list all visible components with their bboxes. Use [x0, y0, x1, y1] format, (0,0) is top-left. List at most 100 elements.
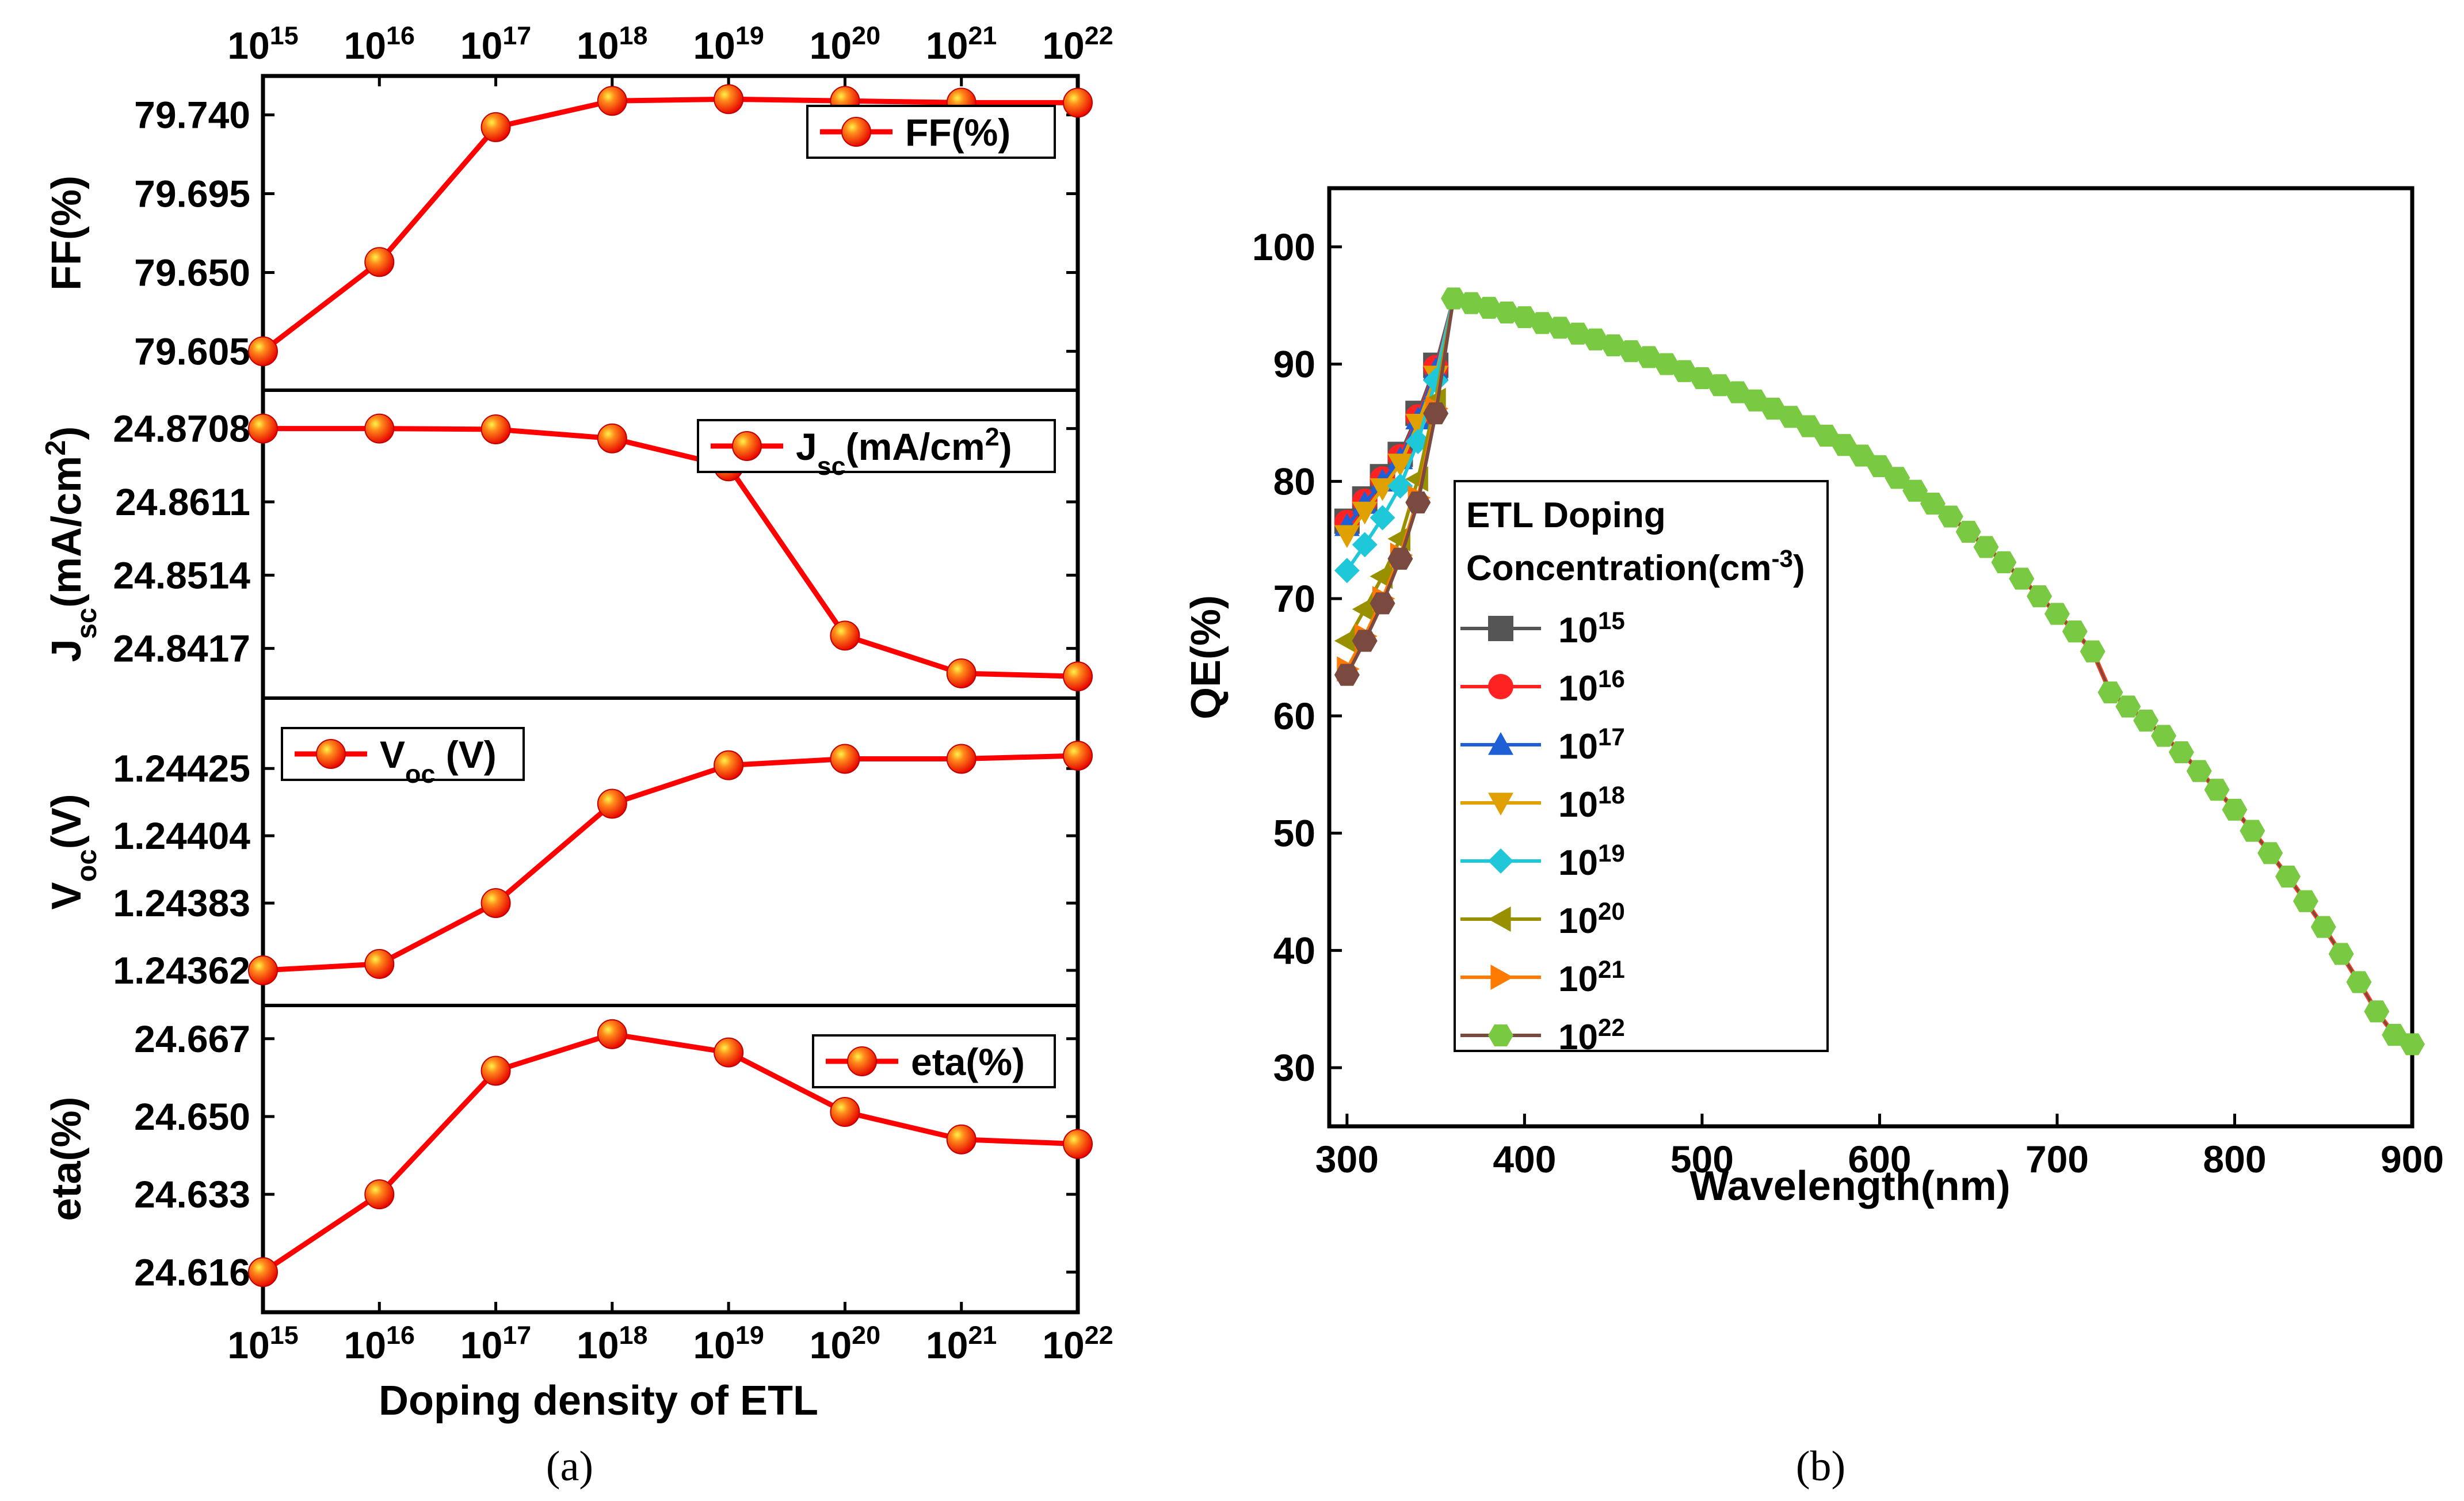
data-point-eta: [597, 1019, 627, 1049]
y-tick-label: 30: [1273, 1046, 1315, 1089]
data-point-10^22: [1352, 630, 1378, 652]
series-line-FF: [261, 96, 1078, 353]
data-point-10^20: [1370, 563, 1393, 589]
legend-title-line2: Concentration(cm-3): [1466, 545, 1805, 589]
legend-label-10^17: 1017: [1558, 723, 1625, 767]
bottom-x-tick-label: 1020: [810, 1320, 880, 1367]
y-tick-label: 60: [1273, 695, 1315, 737]
y-tick-label: 24.8514: [113, 554, 250, 596]
data-point-Voc: [714, 750, 744, 780]
data-point-Jsc: [946, 658, 977, 688]
data-point-Jsc: [597, 423, 627, 454]
legend-marker-10^21: [1490, 965, 1513, 990]
data-point-Voc: [364, 948, 395, 979]
bottom-x-tick-label: 1015: [227, 1320, 298, 1367]
data-point-common: [2133, 709, 2159, 732]
data-point-10^22: [1387, 547, 1413, 570]
data-point-common: [2222, 798, 2248, 821]
y-axis-label-Jsc: Jsc(mA/cm2): [40, 426, 102, 662]
bottom-x-tick-label: 1017: [460, 1320, 531, 1367]
data-point-common: [1902, 479, 1928, 502]
legend-marker-10^18: [1488, 793, 1513, 816]
data-point-Voc: [1063, 740, 1093, 771]
y-tick-label: 79.650: [134, 251, 250, 294]
y-tick-label: 50: [1273, 812, 1315, 855]
y-axis-label-Voc: Voc(V): [44, 794, 102, 909]
data-point-FF: [1063, 87, 1093, 118]
top-x-tick-label: 1018: [577, 21, 647, 67]
legend-marker-FF: [841, 117, 871, 147]
top-x-tick-label: 1015: [227, 21, 298, 67]
data-point-common: [1867, 455, 1893, 477]
data-point-10^20: [1352, 596, 1375, 622]
series-line-10^19: [1345, 298, 1455, 572]
y-axis-label: QE(%): [1183, 595, 1229, 719]
data-point-10^22: [1423, 402, 1449, 425]
data-point-common: [2027, 585, 2053, 608]
data-point-common: [2044, 603, 2070, 625]
y-tick-label: 80: [1273, 460, 1315, 502]
data-point-FF: [714, 84, 744, 115]
data-point-Voc: [830, 744, 860, 774]
legend-marker-10^22: [1488, 1024, 1513, 1047]
data-point-common: [2257, 842, 2283, 864]
panel-a-frame: [261, 74, 1080, 1315]
legend-marker-10^15: [1488, 616, 1513, 641]
data-point-eta: [480, 1056, 511, 1086]
data-point-common: [1796, 415, 1822, 437]
data-point-10^19: [1334, 558, 1360, 584]
data-point-FF: [248, 336, 278, 367]
data-point-10^18: [1352, 501, 1378, 525]
data-point-Jsc: [480, 414, 511, 444]
y-tick-label: 24.667: [134, 1018, 250, 1060]
data-point-common: [1831, 434, 1857, 456]
legend-label-Jsc: Jsc(mA/cm2): [796, 422, 1012, 481]
y-tick-label: 90: [1273, 343, 1315, 386]
y-tick-label: 24.8611: [115, 481, 250, 523]
data-point-Jsc: [830, 620, 860, 651]
x-tick-label: 500: [1670, 1138, 1734, 1180]
data-point-common: [2328, 943, 2354, 965]
data-point-common: [1937, 505, 1963, 528]
series-line-Voc: [262, 753, 1078, 973]
y-tick-label: 79.740: [134, 94, 250, 136]
legend-box: [1454, 480, 1829, 1052]
y-tick-label: 1.24362: [113, 949, 250, 992]
data-point-10^22: [1334, 664, 1360, 686]
data-point-10^20: [1334, 628, 1357, 654]
y-tick-label: 79.695: [134, 173, 250, 215]
panel-b-label: (b): [1796, 1443, 1845, 1490]
data-point-common: [1991, 551, 2017, 574]
panel-a-label: (a): [546, 1443, 593, 1490]
data-point-Jsc: [364, 413, 395, 444]
y-tick-label: 24.8708: [113, 407, 250, 450]
data-point-Jsc: [1063, 661, 1093, 692]
data-point-common: [1778, 406, 1804, 428]
data-point-common: [2080, 640, 2106, 662]
data-point-common: [1760, 397, 1786, 420]
y-axis-label-eta: eta(%): [44, 1096, 90, 1221]
data-point-common: [2009, 567, 2035, 590]
top-x-tick-label: 1022: [1042, 21, 1113, 67]
legend-marker-10^20: [1488, 906, 1511, 932]
data-point-common: [1849, 444, 1875, 467]
legend-marker-Voc: [316, 739, 346, 769]
y-tick-label: 24.616: [134, 1251, 250, 1293]
data-point-common: [1742, 389, 1768, 412]
data-point-Voc: [480, 888, 511, 919]
data-point-Voc: [248, 955, 278, 986]
data-point-eta: [364, 1179, 395, 1210]
data-point-common: [2168, 741, 2194, 764]
data-point-common: [1973, 536, 1999, 558]
panel-b: 300 400 500 600 700 800 900 30 40 50 60 70 80 90 100 Wa…: [1183, 186, 2444, 1209]
data-point-common: [2062, 620, 2088, 643]
legend-label-10^16: 1016: [1558, 665, 1625, 709]
series-line-eta: [261, 1031, 1078, 1275]
data-point-common: [2364, 1000, 2390, 1023]
legend-label-FF: FF(%): [905, 111, 1010, 154]
legend-marker-eta: [847, 1046, 877, 1076]
panel-a: 1015 1015 1016 1016 1017 1017 1018 1018 1019 1019…: [40, 21, 1113, 1424]
x-tick-label: 700: [2026, 1138, 2089, 1180]
data-point-10^18: [1334, 525, 1360, 548]
y-tick-label: 1.24425: [113, 747, 250, 790]
